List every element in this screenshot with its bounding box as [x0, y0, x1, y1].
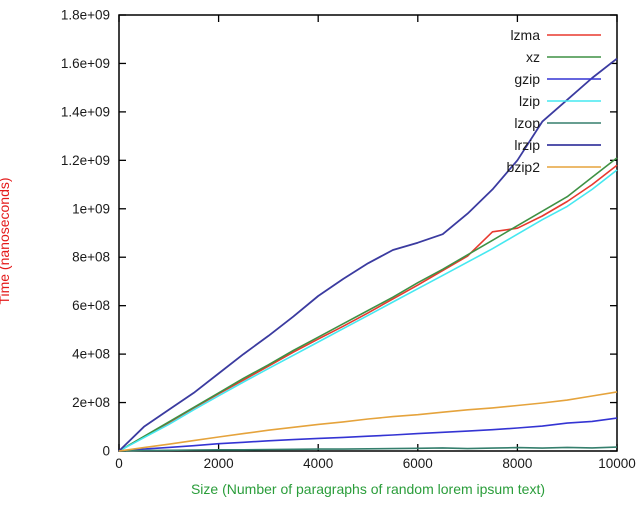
- legend: lzma xz gzip lzip lzop lrzip bzip2: [507, 27, 601, 175]
- series-line-lzop: [118, 446, 618, 452]
- y-tick-label: 1e+09: [72, 201, 110, 216]
- y-tick-label: 1.4e+09: [61, 104, 110, 119]
- x-tick-label: 8000: [502, 456, 532, 471]
- legend-label-lzop: lzop: [514, 115, 540, 131]
- series-lines: [118, 57, 618, 452]
- y-tick-label: 8e+08: [72, 250, 110, 265]
- x-axis-ticks: 0 2000 4000 6000 8000 10000: [115, 15, 636, 471]
- x-tick-label: 10000: [598, 456, 636, 471]
- y-tick-label: 1.2e+09: [61, 153, 110, 168]
- x-tick-label: 2000: [204, 456, 234, 471]
- x-tick-label: 6000: [403, 456, 433, 471]
- legend-label-lrzip: lrzip: [514, 137, 540, 153]
- series-line-bzip2: [118, 391, 618, 452]
- x-tick-label: 4000: [303, 456, 333, 471]
- x-tick-label: 0: [115, 456, 123, 471]
- x-axis-title: Size (Number of paragraphs of random lor…: [190, 481, 546, 497]
- series-line-lzip: [118, 169, 618, 452]
- y-tick-label: 6e+08: [72, 298, 110, 313]
- legend-label-xz: xz: [526, 49, 540, 65]
- legend-label-bzip2: bzip2: [507, 159, 541, 175]
- series-line-xz: [118, 157, 618, 452]
- y-tick-label: 1.6e+09: [61, 56, 110, 71]
- plot-frame: [118, 14, 618, 452]
- y-tick-label: 1.8e+09: [61, 8, 110, 23]
- y-tick-label: 4e+08: [72, 347, 110, 362]
- legend-label-lzip: lzip: [519, 93, 540, 109]
- legend-label-lzma: lzma: [510, 27, 540, 43]
- series-line-lrzip: [118, 57, 618, 452]
- y-axis-title: Time (nanoseconds): [0, 177, 12, 305]
- legend-label-gzip: gzip: [514, 71, 540, 87]
- y-tick-label: 2e+08: [72, 395, 110, 410]
- y-tick-label: 0: [102, 444, 110, 459]
- series-line-gzip: [118, 417, 618, 452]
